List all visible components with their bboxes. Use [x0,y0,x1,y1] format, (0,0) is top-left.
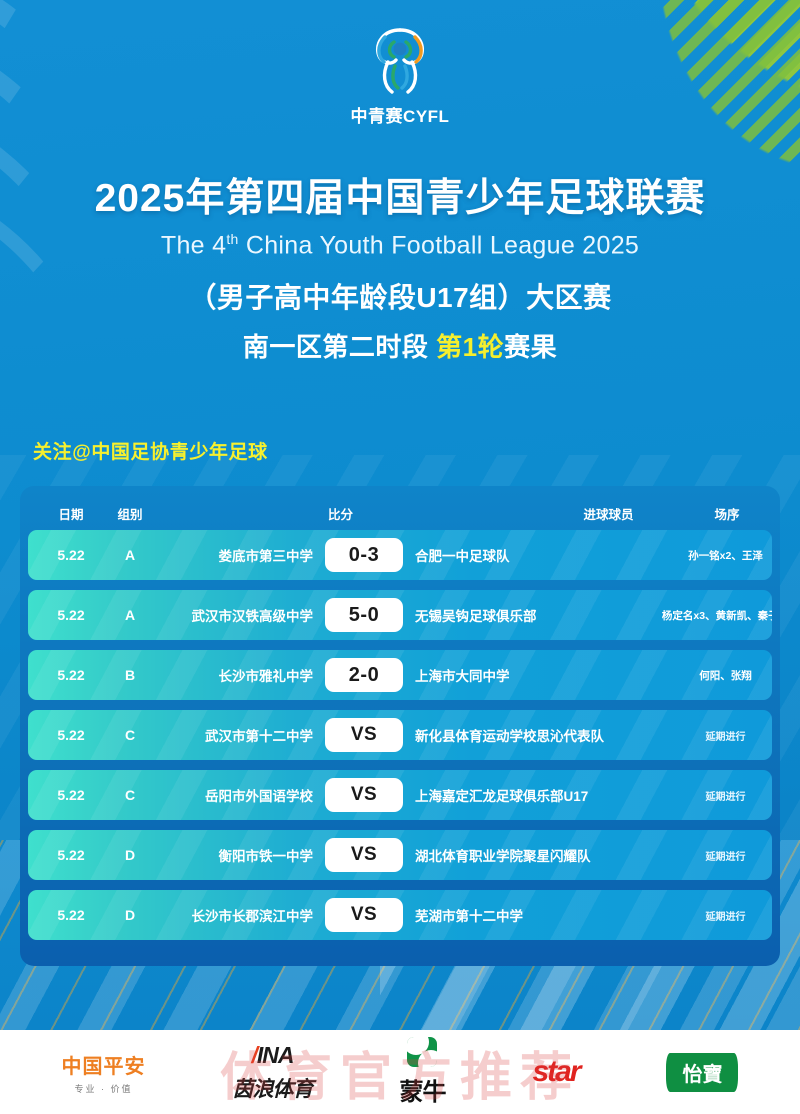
score-badge: VS [325,718,403,752]
sponsor-yibao-name: 怡寶 [666,1052,739,1092]
cell-date: 5.22 [57,907,85,923]
header-scorers: 进球球员 [583,507,634,522]
sponsor-star: star [532,1055,581,1089]
home-team: 衡阳市铁一中学 [218,849,314,864]
cell-status: 延期进行 [705,791,746,803]
cyfl-logo-icon [376,28,424,94]
home-team: 武汉市第十二中学 [205,729,313,744]
header-date: 日期 [58,507,84,522]
title-block: 2025年第四届中国青少年足球联赛 The 4th China Youth Fo… [0,177,800,364]
results-panel: 日期 组别 比分 进球球员 场序 5.22 A 娄底市第三中学 0-3 合肥一中足球队 孙… [20,486,780,966]
sponsor-yibao: 怡寶 [666,1052,739,1092]
cell-scorers: 何阳、张翔 [699,669,752,682]
cell-group: D [124,847,136,863]
cell-match: 武汉市汉铁高级中学 5-0 无锡吴钩足球俱乐部 [160,598,638,632]
cell-match: 衡阳市铁一中学 VS 湖北体育职业学院聚星闪耀队 [160,838,638,872]
table-header-row: 日期 组别 比分 进球球员 场序 [28,496,772,530]
home-team: 武汉市汉铁高级中学 [191,609,314,624]
cell-date: 5.22 [57,607,85,623]
subtitle-category: （男子高中年龄段U17组）大区赛 [188,282,612,314]
table-row: 5.22C岳阳市外国语学校VS上海嘉定汇龙足球俱乐部U17延期进行36 [28,770,772,820]
page-title: 2025年第四届中国青少年足球联赛 [94,177,706,220]
score-badge: VS [325,838,403,872]
sponsor-ina-mark: /INA [251,1041,295,1068]
cell-date: 5.22 [57,547,85,563]
subtitle-round-plain: 南一区第二时段 [242,332,437,363]
cell-match: 娄底市第三中学 0-3 合肥一中足球队 [160,538,638,572]
mengniu-badge-icon [407,1037,438,1067]
away-team: 新化县体育运动学校思沁代表队 [415,729,604,744]
home-team: 长沙市雅礼中学 [218,669,314,684]
subtitle-round-tail: 赛果 [504,332,558,363]
cell-group: C [124,727,136,743]
score-badge: 5-0 [325,598,403,632]
home-team: 长沙市长郡滨江中学 [191,909,314,924]
cell-match: 长沙市雅礼中学 2-0 上海市大同中学 [160,658,638,692]
sponsor-pingan-tagline: 专业 · 价值 [74,1083,133,1094]
header-score: 比分 [327,507,353,522]
cell-match: 长沙市长郡滨江中学 VS 芜湖市第十二中学 [160,898,638,932]
away-team: 上海市大同中学 [415,669,510,684]
table-row: 5.22D长沙市长郡滨江中学VS芜湖市第十二中学延期进行38 [28,890,772,940]
table-row: 5.22C武汉市第十二中学VS新化县体育运动学校思沁代表队延期进行35 [28,710,772,760]
away-team: 上海嘉定汇龙足球俱乐部U17 [415,789,589,804]
sponsor-ina: /INA 茵浪体育 [232,1041,313,1103]
title-en-ordinal: th [226,230,239,247]
away-team: 合肥一中足球队 [415,549,510,564]
header-match-no: 场序 [714,507,740,522]
cell-group: B [124,667,136,683]
title-en-prefix: The 4 [160,231,227,260]
cell-group: A [124,547,136,563]
cell-scorers: 杨定名x3、黄新凯、秦子捷 [661,609,772,622]
table-body: 5.22A娄底市第三中学0-3合肥一中足球队孙一铭x2、王泽325.22A武汉市… [28,530,772,940]
follow-handle: 关注@中国足协青少年足球 [33,442,268,463]
home-team: 娄底市第三中学 [218,549,314,564]
league-logo: 中青赛CYFL [0,22,800,127]
sponsor-star-name: star [532,1055,581,1088]
green-stripe-wedge-inner-icon [580,0,800,260]
away-team: 无锡吴钩足球俱乐部 [415,609,537,624]
subtitle-round-highlight: 第1轮 [436,332,505,363]
page-title-english: The 4th China Youth Football League 2025 [0,231,800,260]
logo-text: 中青赛CYFL [350,107,450,126]
cell-date: 5.22 [57,847,85,863]
sponsor-mengniu: 蒙牛 [399,1037,446,1107]
sponsor-mengniu-name: 蒙牛 [399,1079,446,1106]
sponsor-bar: 中国平安 专业 · 价值 /INA 茵浪体育 蒙牛 star 怡寶 [0,1030,800,1114]
cell-status: 延期进行 [705,731,746,743]
cell-group: C [124,787,136,803]
sponsor-pingan-name: 中国平安 [61,1055,146,1078]
score-badge: VS [325,898,403,932]
cell-status: 延期进行 [705,911,746,923]
score-badge: VS [325,778,403,812]
cell-match: 岳阳市外国语学校 VS 上海嘉定汇龙足球俱乐部U17 [160,778,638,812]
cell-status: 延期进行 [705,851,746,863]
cell-group: A [124,607,136,623]
cell-date: 5.22 [57,787,85,803]
home-team: 岳阳市外国语学校 [205,789,313,804]
away-team: 芜湖市第十二中学 [415,909,523,924]
cell-group: D [124,907,136,923]
title-en-rest: China Youth Football League 2025 [238,231,640,260]
sponsor-ina-name: 茵浪体育 [232,1077,313,1101]
cell-date: 5.22 [57,727,85,743]
cell-match: 武汉市第十二中学 VS 新化县体育运动学校思沁代表队 [160,718,638,752]
sponsor-ina-letters: INA [256,1041,295,1068]
sponsor-pingan: 中国平安 专业 · 价值 [61,1050,145,1095]
cell-date: 5.22 [57,667,85,683]
away-team: 湖北体育职业学院聚星闪耀队 [415,849,591,864]
subtitle-round: 南一区第二时段 第1轮赛果 [0,327,800,364]
cell-scorers: 孙一铭x2、王泽 [688,549,763,562]
score-badge: 2-0 [325,658,403,692]
table-row: 5.22D衡阳市铁一中学VS湖北体育职业学院聚星闪耀队延期进行37 [28,830,772,880]
score-badge: 0-3 [325,538,403,572]
header-group: 组别 [117,507,143,522]
table-row: 5.22A武汉市汉铁高级中学5-0无锡吴钩足球俱乐部杨定名x3、黄新凯、秦子捷3… [28,590,772,640]
